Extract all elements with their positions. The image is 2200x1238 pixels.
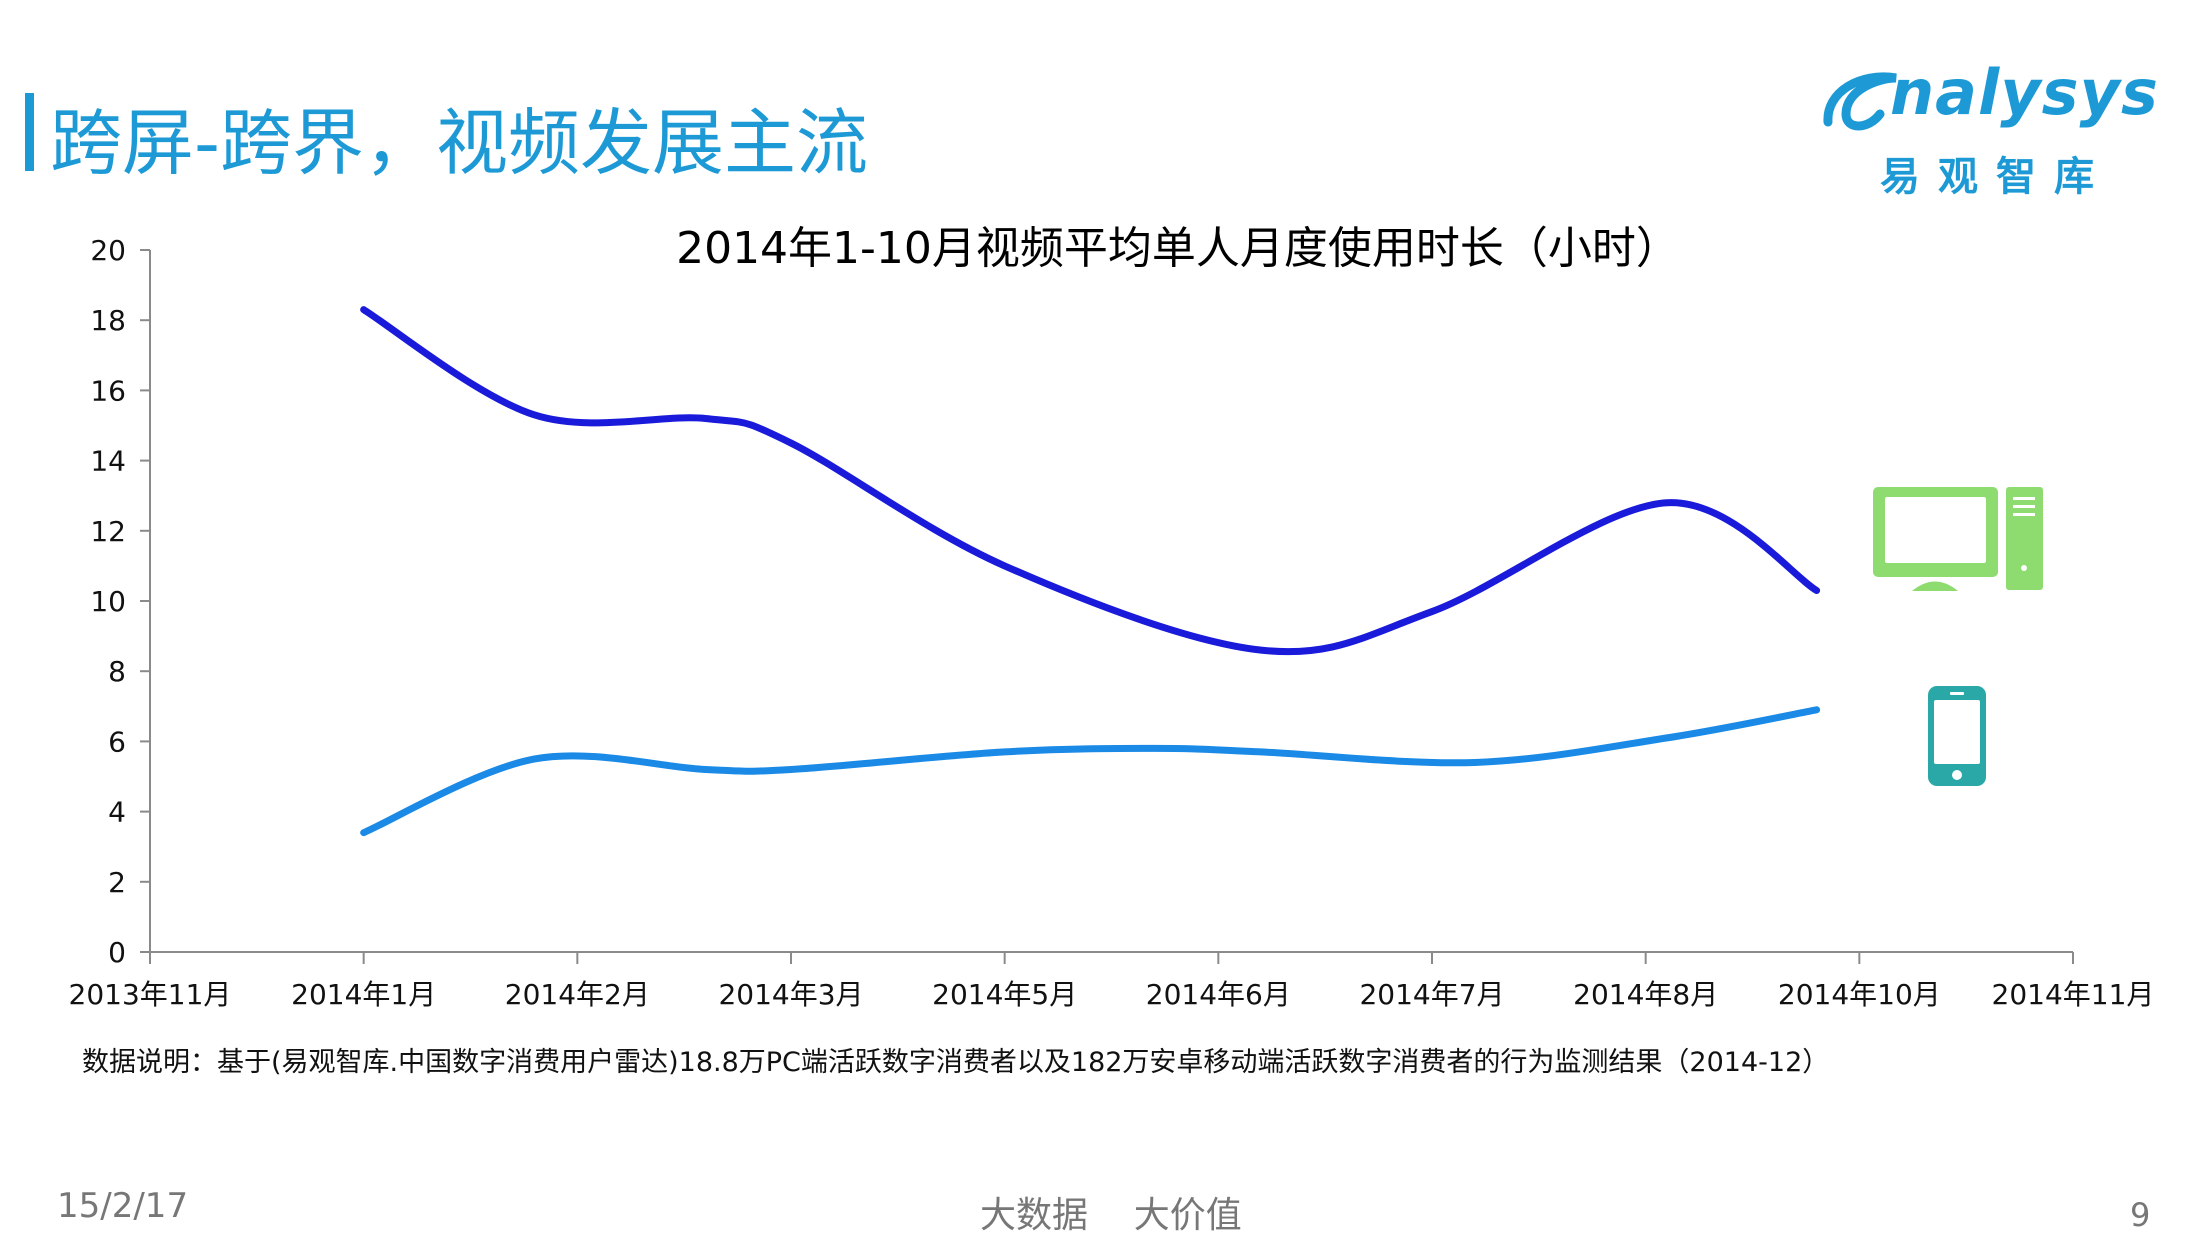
title-accent-bar [25,93,34,171]
y-tick-label: 18 [90,304,126,337]
y-tick-label: 2 [108,866,126,899]
chart-title: 2014年1-10月视频平均单人月度使用时长（小时） [676,223,1680,274]
logo-wordmark: nalysys [1890,56,2159,129]
analysys-logo: nalysys 易观智库 [1820,56,2158,200]
footer-slogan: 大数据 大价值 [980,1195,1242,1236]
mobile-usage-line [360,706,1821,837]
data-note: 数据说明：基于(易观智库.中国数字消费用户雷达)18.8万PC端活跃数字消费者以… [82,1047,1830,1078]
y-tick-label: 0 [108,936,126,969]
footer-date: 15/2/17 [57,1186,189,1226]
x-tick-label: 2014年2月 [505,978,650,1011]
y-tick-label: 14 [90,445,126,478]
pc-usage-line [360,306,1821,656]
x-tick-label: 2014年8月 [1573,978,1718,1011]
y-tick-label: 4 [108,796,126,829]
slide-title: 跨屏-跨界，视频发展主流 [50,101,868,185]
chart-axes: 0 2 4 6 8 10 12 14 16 18 20 2013年11月 2014年1月 2014年2月 2… [69,234,2155,1011]
x-tick-label: 2014年1月 [291,978,436,1011]
logo-chinese-name: 易观智库 [1880,154,2112,200]
y-tick-label: 12 [90,515,126,548]
y-tick-label: 16 [90,374,126,407]
smartphone-icon [1928,686,1986,786]
x-tick-label: 2014年7月 [1359,978,1504,1011]
x-tick-label: 2014年6月 [1146,978,1291,1011]
x-tick-label: 2014年10月 [1778,978,1941,1011]
y-tick-label: 20 [90,234,126,267]
page-number: 9 [2130,1196,2151,1234]
x-tick-label: 2014年11月 [1992,978,2155,1011]
x-tick-label: 2013年11月 [69,978,232,1011]
logo-swoosh-icon [1823,72,1897,131]
y-tick-label: 8 [108,655,126,688]
y-tick-label: 6 [108,725,126,758]
x-tick-label: 2014年5月 [932,978,1077,1011]
desktop-computer-icon [1873,487,2043,591]
y-tick-label: 10 [90,585,126,618]
x-tick-label: 2014年3月 [718,978,863,1011]
chart-series [360,306,1821,837]
